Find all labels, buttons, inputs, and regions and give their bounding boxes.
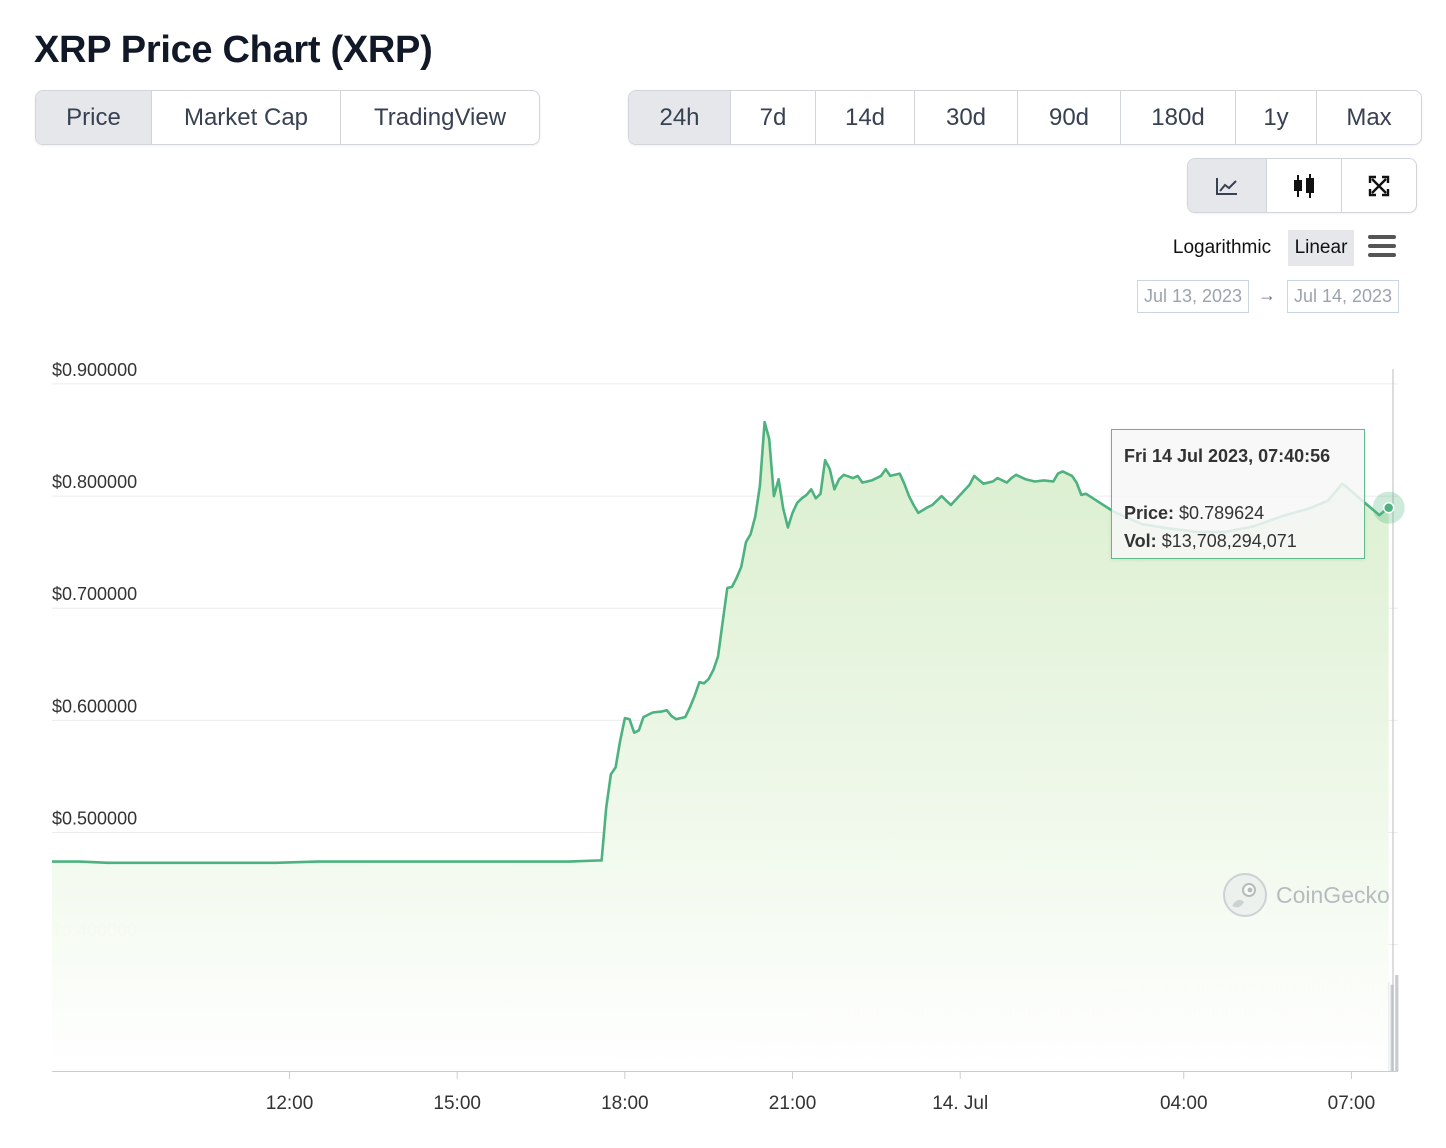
- coingecko-watermark: CoinGecko: [1222, 872, 1390, 918]
- y-tick-label: $0.700000: [52, 584, 137, 604]
- price-area: [52, 422, 1389, 1072]
- x-tick-label: 21:00: [769, 1093, 817, 1114]
- date-to-input[interactable]: Jul 14, 2023: [1287, 280, 1399, 313]
- x-tick-label: 15:00: [433, 1093, 481, 1114]
- line-chart-icon: [1216, 177, 1237, 195]
- watermark-text: CoinGecko: [1276, 881, 1390, 908]
- line-view-button[interactable]: [1188, 159, 1267, 212]
- date-from-input[interactable]: Jul 13, 2023: [1137, 280, 1249, 313]
- tooltip-vol-label: Vol:: [1124, 531, 1157, 551]
- candlestick-view-button[interactable]: [1267, 159, 1342, 212]
- time-range-toggle: 24h 7d 14d 30d 90d 180d 1y Max: [628, 90, 1422, 145]
- x-tick-label: 12:00: [266, 1093, 314, 1114]
- x-tick-label: 07:00: [1328, 1093, 1376, 1114]
- scale-linear-button[interactable]: Linear: [1288, 230, 1354, 266]
- highlight-point: [1382, 501, 1395, 514]
- volume-bar: [1390, 984, 1394, 1071]
- y-tick-label: $0.500000: [52, 808, 137, 828]
- range-24h[interactable]: 24h: [629, 91, 731, 144]
- price-line: [52, 420, 1390, 865]
- y-tick-label: $0.900000: [52, 360, 137, 380]
- x-tick-label: 14. Jul: [932, 1093, 988, 1114]
- tooltip-price-value: $0.789624: [1179, 503, 1265, 523]
- chart-view-toggle: [1187, 158, 1417, 213]
- volume-bar: [1395, 975, 1399, 1071]
- tab-price[interactable]: Price: [36, 91, 152, 144]
- arrow-right-icon: →: [1258, 285, 1276, 305]
- range-7d[interactable]: 7d: [731, 91, 816, 144]
- tab-tradingview[interactable]: TradingView: [373, 103, 507, 131]
- range-max[interactable]: Max: [1346, 103, 1392, 131]
- scale-logarithmic-button[interactable]: Logarithmic: [1172, 237, 1272, 258]
- candlestick-icon: [1294, 173, 1314, 198]
- range-14d[interactable]: 14d: [816, 91, 915, 144]
- range-180d[interactable]: 180d: [1121, 91, 1236, 144]
- y-tick-label: $0.600000: [52, 696, 137, 716]
- fullscreen-button[interactable]: [1342, 159, 1416, 212]
- gecko-logo-icon: [1223, 873, 1267, 917]
- x-tick-label: 18:00: [601, 1093, 649, 1114]
- menu-icon[interactable]: [1366, 234, 1398, 260]
- tab-market-cap[interactable]: Market Cap: [152, 91, 341, 144]
- chart-type-toggle: Price Market Cap TradingView: [35, 90, 540, 145]
- chart-tooltip: Fri 14 Jul 2023, 07:40:56 Price: $0.7896…: [1111, 429, 1365, 559]
- y-tick-label: $0.800000: [52, 472, 137, 492]
- tooltip-price-label: Price:: [1124, 503, 1175, 523]
- range-1y[interactable]: 1y: [1236, 91, 1317, 144]
- range-90d[interactable]: 90d: [1018, 91, 1121, 144]
- page-title: XRP Price Chart (XRP): [34, 29, 433, 71]
- price-chart[interactable]: $0.400000$0.500000$0.600000$0.700000$0.8…: [0, 330, 1446, 1148]
- x-tick-label: 04:00: [1160, 1093, 1208, 1114]
- tooltip-date: Fri 14 Jul 2023, 07:40:56: [1124, 446, 1331, 466]
- tooltip-vol-value: $13,708,294,071: [1161, 531, 1297, 551]
- range-30d[interactable]: 30d: [915, 91, 1018, 144]
- expand-icon: [1368, 175, 1390, 196]
